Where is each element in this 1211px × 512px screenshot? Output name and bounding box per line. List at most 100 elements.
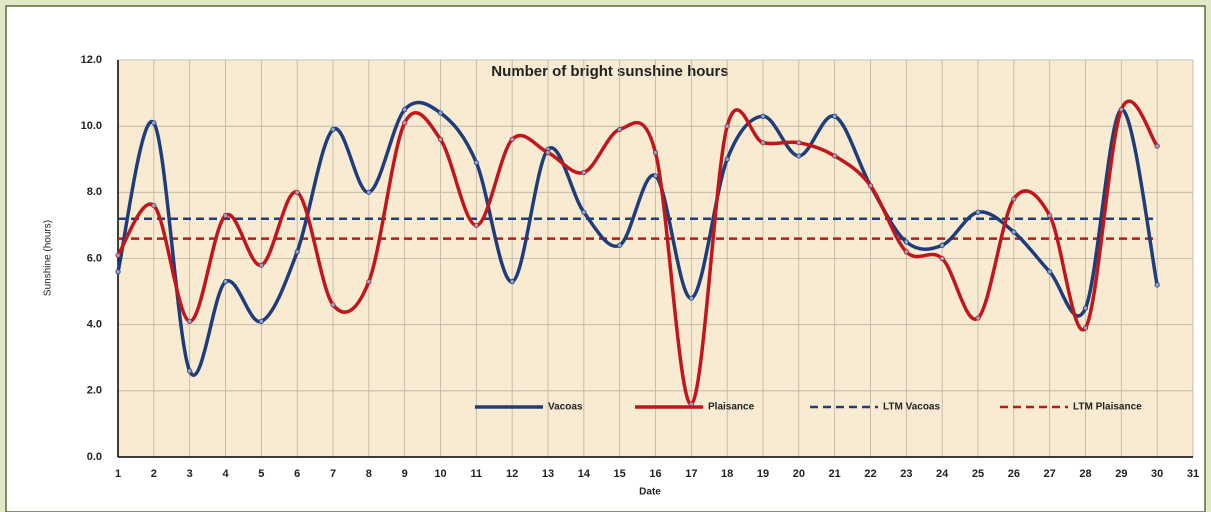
- point-marker: [187, 368, 193, 374]
- x-tick-label: 29: [1115, 468, 1127, 480]
- point-marker: [151, 202, 157, 209]
- point-marker: [366, 279, 372, 285]
- x-tick-label: 10: [434, 468, 446, 480]
- x-tick-label: 12: [506, 468, 518, 480]
- legend-label: Plaisance: [708, 402, 755, 413]
- point-marker: [581, 169, 587, 176]
- point-marker: [832, 113, 838, 119]
- x-tick-label: 30: [1151, 468, 1163, 480]
- point-marker: [975, 315, 981, 321]
- point-marker: [402, 107, 408, 113]
- point-marker: [294, 249, 300, 255]
- point-marker: [1118, 107, 1124, 113]
- x-tick-label: 14: [578, 468, 591, 480]
- x-tick-label: 5: [258, 468, 264, 480]
- point-marker: [402, 120, 408, 126]
- point-marker: [1082, 325, 1089, 331]
- point-marker: [187, 318, 193, 324]
- chart-title: Number of bright sunshine hours: [491, 63, 729, 80]
- legend-label: LTM Vacoas: [883, 402, 940, 413]
- x-tick-label: 20: [793, 468, 805, 480]
- point-marker: [437, 110, 444, 116]
- point-marker: [975, 209, 981, 215]
- x-tick-label: 3: [187, 468, 193, 480]
- y-tick-label: 0.0: [87, 451, 102, 463]
- x-tick-label: 1: [115, 468, 121, 480]
- y-tick-label: 4.0: [87, 319, 102, 331]
- point-marker: [1154, 282, 1160, 288]
- x-tick-label: 13: [542, 468, 554, 480]
- point-marker: [903, 249, 909, 255]
- point-marker: [115, 252, 121, 258]
- x-tick-label: 24: [936, 468, 949, 480]
- point-marker: [509, 136, 515, 142]
- point-marker: [796, 140, 802, 146]
- point-marker: [939, 242, 945, 248]
- point-marker: [1082, 305, 1089, 311]
- x-tick-label: 28: [1079, 468, 1091, 480]
- y-tick-label: 12.0: [81, 54, 102, 66]
- x-tick-label: 11: [471, 468, 483, 480]
- y-tick-label: 10.0: [81, 120, 102, 132]
- point-marker: [437, 136, 444, 142]
- point-marker: [760, 140, 766, 146]
- point-marker: [903, 239, 909, 245]
- point-marker: [366, 189, 372, 195]
- point-marker: [1011, 229, 1017, 235]
- y-tick-label: 8.0: [87, 186, 102, 198]
- x-tick-label: 15: [614, 468, 626, 480]
- point-marker: [617, 242, 623, 248]
- x-tick-label: 19: [757, 468, 769, 480]
- point-marker: [222, 212, 229, 219]
- x-tick-label: 8: [366, 468, 372, 480]
- point-marker: [1047, 269, 1053, 275]
- y-tick-label: 2.0: [87, 385, 102, 397]
- point-marker: [545, 150, 551, 156]
- point-marker: [796, 153, 802, 159]
- point-marker: [760, 113, 766, 119]
- point-marker: [832, 153, 838, 159]
- point-marker: [724, 123, 730, 129]
- x-tick-label: 2: [151, 468, 157, 480]
- y-tick-label: 6.0: [87, 252, 102, 264]
- point-marker: [652, 150, 659, 156]
- point-marker: [473, 222, 479, 229]
- point-marker: [294, 189, 300, 195]
- x-tick-label: 7: [330, 468, 336, 480]
- point-marker: [724, 156, 730, 162]
- point-marker: [1154, 143, 1160, 149]
- point-marker: [509, 279, 515, 285]
- x-tick-label: 27: [1044, 468, 1056, 480]
- x-tick-label: 16: [649, 468, 661, 480]
- point-marker: [330, 126, 336, 133]
- point-marker: [1047, 212, 1053, 219]
- point-marker: [258, 262, 264, 268]
- point-marker: [688, 295, 694, 301]
- point-marker: [1011, 196, 1017, 202]
- legend-label: Vacoas: [548, 402, 583, 413]
- x-tick-label: 9: [402, 468, 408, 480]
- x-tick-label: 17: [685, 468, 697, 480]
- x-tick-label: 21: [829, 468, 841, 480]
- x-tick-label: 26: [1008, 468, 1020, 480]
- point-marker: [330, 302, 336, 308]
- x-tick-label: 23: [900, 468, 912, 480]
- x-tick-label: 31: [1187, 468, 1199, 480]
- point-marker: [652, 173, 659, 179]
- x-tick-label: 18: [721, 468, 733, 480]
- x-axis-label: Date: [639, 487, 661, 498]
- point-marker: [581, 209, 587, 215]
- point-marker: [258, 318, 264, 324]
- point-marker: [222, 279, 229, 285]
- point-marker: [473, 159, 479, 166]
- point-marker: [939, 255, 945, 262]
- point-marker: [115, 269, 121, 275]
- x-tick-label: 22: [864, 468, 876, 480]
- x-tick-label: 25: [972, 468, 984, 480]
- point-marker: [867, 183, 874, 189]
- y-axis-label: Sunshine (hours): [43, 220, 54, 296]
- x-tick-label: 6: [294, 468, 300, 480]
- x-tick-label: 4: [222, 468, 229, 480]
- point-marker: [151, 120, 157, 126]
